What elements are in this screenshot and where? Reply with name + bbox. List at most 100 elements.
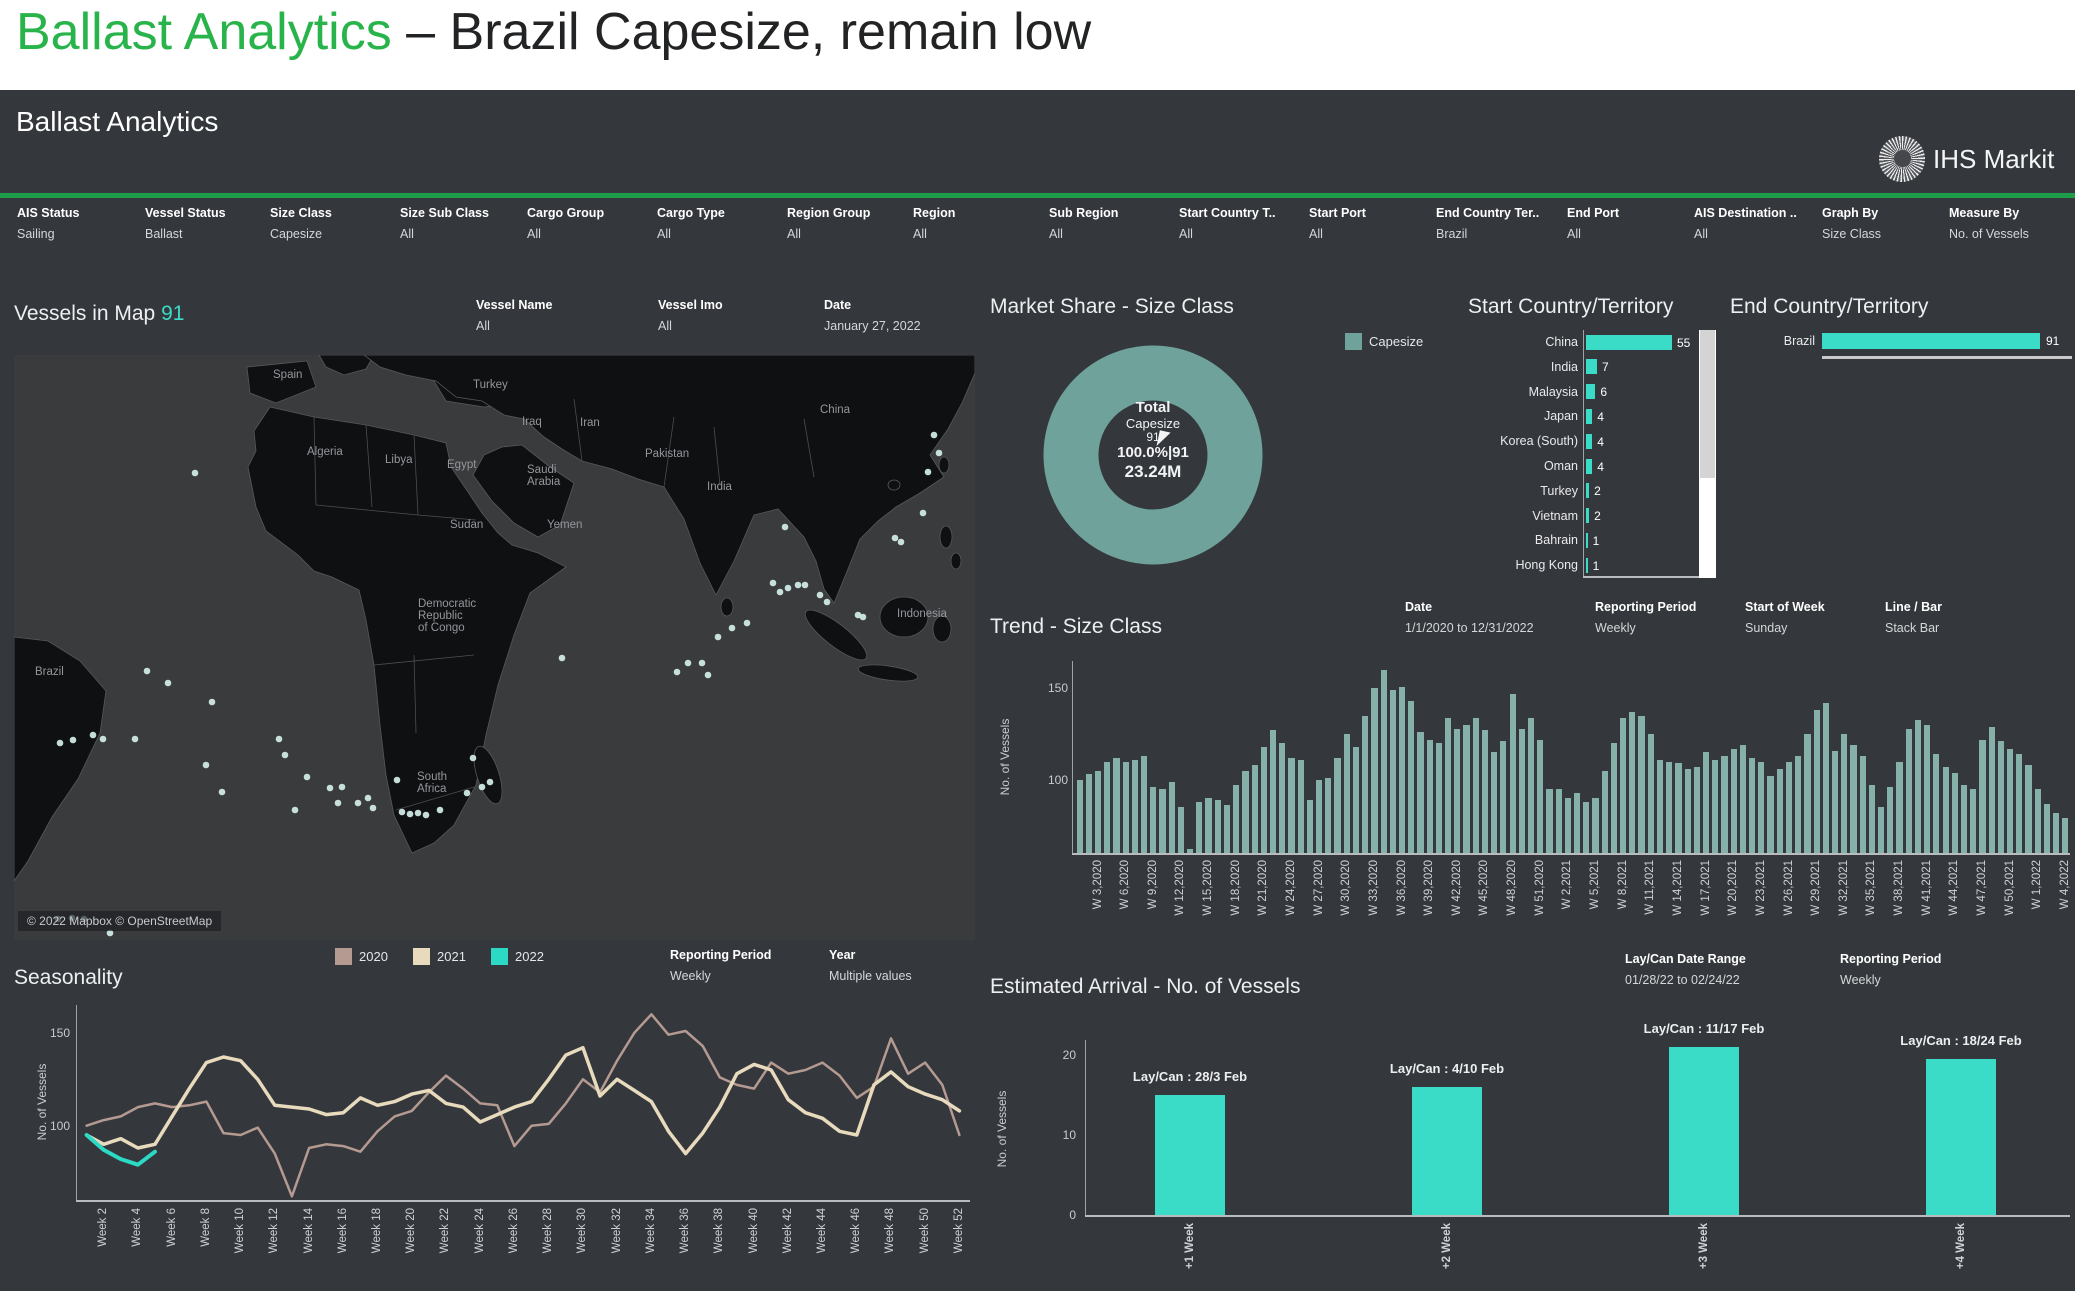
trend-bar[interactable] xyxy=(1426,739,1433,853)
trend-bar[interactable] xyxy=(1463,725,1470,853)
seasonality-control-year-value[interactable]: Multiple values xyxy=(829,969,912,983)
vessel-dot[interactable] xyxy=(930,431,938,439)
trend-bar[interactable] xyxy=(2043,803,2051,853)
filter-value[interactable]: Capesize xyxy=(270,227,323,241)
seasonality-line-2021[interactable] xyxy=(84,1045,962,1156)
trend-control-start-of-week[interactable]: Start of Week Sunday xyxy=(1745,600,1825,635)
trend-bar[interactable] xyxy=(1491,752,1498,853)
vessel-dot[interactable] xyxy=(338,783,346,791)
trend-bar[interactable] xyxy=(1288,757,1295,853)
ea-control-reporting-period-value[interactable]: Weekly xyxy=(1840,973,1881,987)
trend-control-reporting-period[interactable]: Reporting Period Weekly xyxy=(1595,600,1696,635)
vessel-dot[interactable] xyxy=(816,591,824,599)
trend-bar[interactable] xyxy=(1113,757,1120,853)
trend-bar[interactable] xyxy=(2016,754,2023,853)
trend-bar[interactable] xyxy=(1988,726,1995,853)
trend-bar[interactable] xyxy=(1242,770,1249,853)
country-bar[interactable] xyxy=(1586,433,1593,449)
country-row-vietnam[interactable]: Vietnam 2 xyxy=(1450,504,1712,529)
trend-bar[interactable] xyxy=(1684,768,1691,853)
filter-size-class[interactable]: Size Class Capesize xyxy=(270,206,332,241)
vessel-dot[interactable] xyxy=(291,806,299,814)
country-row-korea-south[interactable]: Korea (South) 4 xyxy=(1450,429,1712,454)
trend-control-line-bar[interactable]: Line / Bar Stack Bar xyxy=(1885,600,1942,635)
filter-value[interactable]: No. of Vessels xyxy=(1949,227,2029,241)
vessel-dot[interactable] xyxy=(281,751,289,759)
vessel-filter-vessel-name-value[interactable]: All xyxy=(476,319,490,333)
filter-graph-by[interactable]: Graph By Size Class xyxy=(1822,206,1881,241)
country-row-brazil[interactable]: Brazil 91 xyxy=(1730,330,2075,356)
trend-bar[interactable] xyxy=(1233,785,1240,853)
filter-cargo-type[interactable]: Cargo Type All xyxy=(657,206,725,241)
trend-bar[interactable] xyxy=(1518,728,1525,853)
trend-bar[interactable] xyxy=(1942,767,1949,853)
trend-bar[interactable] xyxy=(1481,730,1489,853)
trend-bar[interactable] xyxy=(1666,761,1673,853)
vessel-dot[interactable] xyxy=(924,468,932,476)
country-row-turkey[interactable]: Turkey 2 xyxy=(1450,479,1712,504)
trend-bar[interactable] xyxy=(1601,770,1608,853)
vessel-dot[interactable] xyxy=(69,736,77,744)
trend-bar[interactable] xyxy=(1564,798,1571,853)
filter-sub-region[interactable]: Sub Region All xyxy=(1049,206,1118,241)
trend-bar[interactable] xyxy=(1196,801,1203,853)
trend-bar[interactable] xyxy=(1306,799,1313,853)
trend-bar[interactable] xyxy=(1122,761,1129,853)
trend-bar[interactable] xyxy=(1721,756,1728,853)
trend-bar[interactable] xyxy=(1979,739,1986,853)
seasonality-control-reporting-period-value[interactable]: Weekly xyxy=(670,969,711,983)
map-attribution[interactable]: © 2022 Mapbox © OpenStreetMap xyxy=(18,911,222,931)
trend-bar[interactable] xyxy=(1140,756,1148,853)
vessel-dot[interactable] xyxy=(354,799,362,807)
trend-bar[interactable] xyxy=(1223,805,1231,853)
vessel-dot[interactable] xyxy=(704,671,712,679)
trend-bar[interactable] xyxy=(1693,767,1700,853)
filter-value[interactable]: All xyxy=(1694,227,1708,241)
ea-control-lay-can-date-range-value[interactable]: 01/28/22 to 02/24/22 xyxy=(1625,973,1740,987)
legend-item-capesize[interactable]: Capesize xyxy=(1345,333,1423,350)
filter-value[interactable]: Sailing xyxy=(17,227,55,241)
trend-bar[interactable] xyxy=(1767,776,1774,853)
trend-bar[interactable] xyxy=(1472,717,1479,853)
trend-bar[interactable] xyxy=(1656,759,1664,853)
vessel-dot[interactable] xyxy=(326,784,334,792)
trend-bar[interactable] xyxy=(1758,761,1765,853)
trend-bar[interactable] xyxy=(1933,754,1940,853)
vessel-dot[interactable] xyxy=(728,624,736,632)
vessel-filter-vessel-imo[interactable]: Vessel Imo All xyxy=(658,298,723,333)
vessel-dot[interactable] xyxy=(364,794,372,802)
trend-bar[interactable] xyxy=(1592,798,1599,853)
filter-region[interactable]: Region All xyxy=(913,206,955,241)
trend-bar[interactable] xyxy=(1168,781,1175,853)
trend-bar[interactable] xyxy=(1500,741,1507,853)
vessel-dot[interactable] xyxy=(393,776,401,784)
trend-bar[interactable] xyxy=(1398,686,1406,853)
vessel-dot[interactable] xyxy=(486,778,494,786)
vessel-filter-date-value[interactable]: January 27, 2022 xyxy=(824,319,921,333)
vessel-dot[interactable] xyxy=(469,754,477,762)
trend-bar[interactable] xyxy=(1408,701,1415,853)
filter-value[interactable]: All xyxy=(527,227,541,241)
trend-bar[interactable] xyxy=(1887,787,1894,853)
trend-bar[interactable] xyxy=(1417,732,1424,853)
country-row-china[interactable]: China 55 xyxy=(1450,330,1712,355)
trend-bar[interactable] xyxy=(1647,734,1654,853)
trend-bar[interactable] xyxy=(2053,812,2060,853)
vessel-dot[interactable] xyxy=(202,761,210,769)
country-row-bahrain[interactable]: Bahrain 1 xyxy=(1450,528,1712,553)
vessel-dot[interactable] xyxy=(56,739,64,747)
trend-bar[interactable] xyxy=(1076,779,1083,853)
trend-bar[interactable] xyxy=(1297,759,1304,853)
vessel-dot[interactable] xyxy=(854,611,862,619)
trend-control-reporting-period-value[interactable]: Weekly xyxy=(1595,621,1636,635)
vessel-dot[interactable] xyxy=(208,698,216,706)
trend-bar[interactable] xyxy=(1970,789,1977,853)
trend-bar[interactable] xyxy=(1205,798,1212,853)
filter-value[interactable]: All xyxy=(1049,227,1063,241)
trend-bar[interactable] xyxy=(1960,785,1968,853)
vessel-dot[interactable] xyxy=(897,538,905,546)
vessel-dot[interactable] xyxy=(414,809,422,817)
vessel-dot[interactable] xyxy=(369,804,377,812)
vessel-dot[interactable] xyxy=(714,633,722,641)
trend-bar[interactable] xyxy=(1546,789,1553,853)
